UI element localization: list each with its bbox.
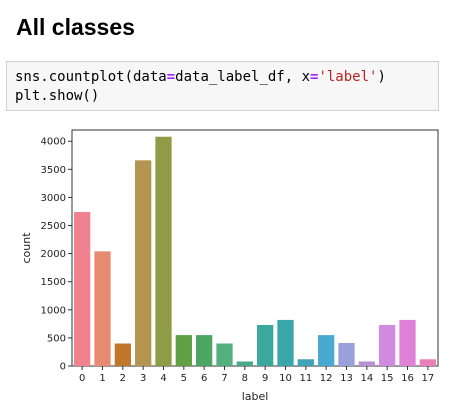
code-token: data_label_df, x [175,69,311,85]
x-tick-label: 0 [79,373,85,384]
code-token: sns.countplot(data [15,69,167,85]
code-cell[interactable]: sns.countplot(data=data_label_df, x='lab… [6,61,439,111]
y-tick-label: 2000 [41,249,66,260]
bar-8 [236,361,253,366]
y-axis: 0 500 1000 1500 2000 2500 3000 3500 4000 [41,137,72,373]
plot-area [71,129,439,367]
code-token: ) [377,69,386,85]
bar-6 [196,335,213,366]
code-line-2: plt.show() [15,88,100,104]
x-tick-label: 3 [140,373,146,384]
bar-2 [114,343,131,366]
bar-16 [399,319,416,366]
x-tick-label: 4 [160,373,166,384]
x-tick-label: 13 [340,373,353,384]
y-tick-label: 2500 [41,221,66,232]
x-tick-label: 5 [181,373,187,384]
x-tick-label: 11 [299,373,312,384]
bar-3 [135,160,152,366]
y-tick-label: 3500 [41,165,66,176]
x-tick-label: 2 [120,373,126,384]
bar-11 [297,359,314,366]
bar-14 [358,361,375,366]
y-axis-label: count [20,232,33,264]
code-string: 'label' [318,69,378,85]
bar-7 [216,343,233,366]
bar-9 [257,324,274,366]
x-tick-label: 14 [360,373,373,384]
y-tick-label: 0 [60,362,66,373]
bar-15 [379,324,396,366]
x-tick-label: 17 [421,373,434,384]
code-operator: = [166,69,176,85]
x-tick-label: 7 [221,373,227,384]
x-tick-label: 8 [242,373,248,384]
bar-0 [74,212,91,366]
y-tick-label: 1000 [41,305,66,316]
code-line-1: sns.countplot(data=data_label_df, x='lab… [15,69,386,85]
bar-4 [155,136,172,366]
bar-12 [318,335,335,366]
bar-1 [94,251,111,366]
x-axis: 0 1 2 3 4 5 6 7 8 9 10 11 12 13 14 15 16 17 [79,366,434,384]
cell-heading: All classes [16,14,135,40]
x-tick-label: 12 [320,373,333,384]
x-axis-label: label [242,390,269,403]
x-tick-label: 10 [279,373,292,384]
bar-17 [419,359,436,366]
x-tick-label: 6 [201,373,207,384]
y-tick-label: 4000 [41,137,66,148]
code-operator: = [310,69,319,85]
y-tick-label: 1500 [41,277,66,288]
bars-group [74,136,436,366]
x-tick-label: 9 [262,373,268,384]
x-tick-label: 1 [99,373,105,384]
x-tick-label: 15 [381,373,394,384]
y-tick-label: 500 [47,333,66,344]
bar-13 [338,342,355,366]
x-tick-label: 16 [401,373,414,384]
y-tick-label: 3000 [41,193,66,204]
bar-5 [175,335,192,366]
bar-10 [277,319,294,366]
